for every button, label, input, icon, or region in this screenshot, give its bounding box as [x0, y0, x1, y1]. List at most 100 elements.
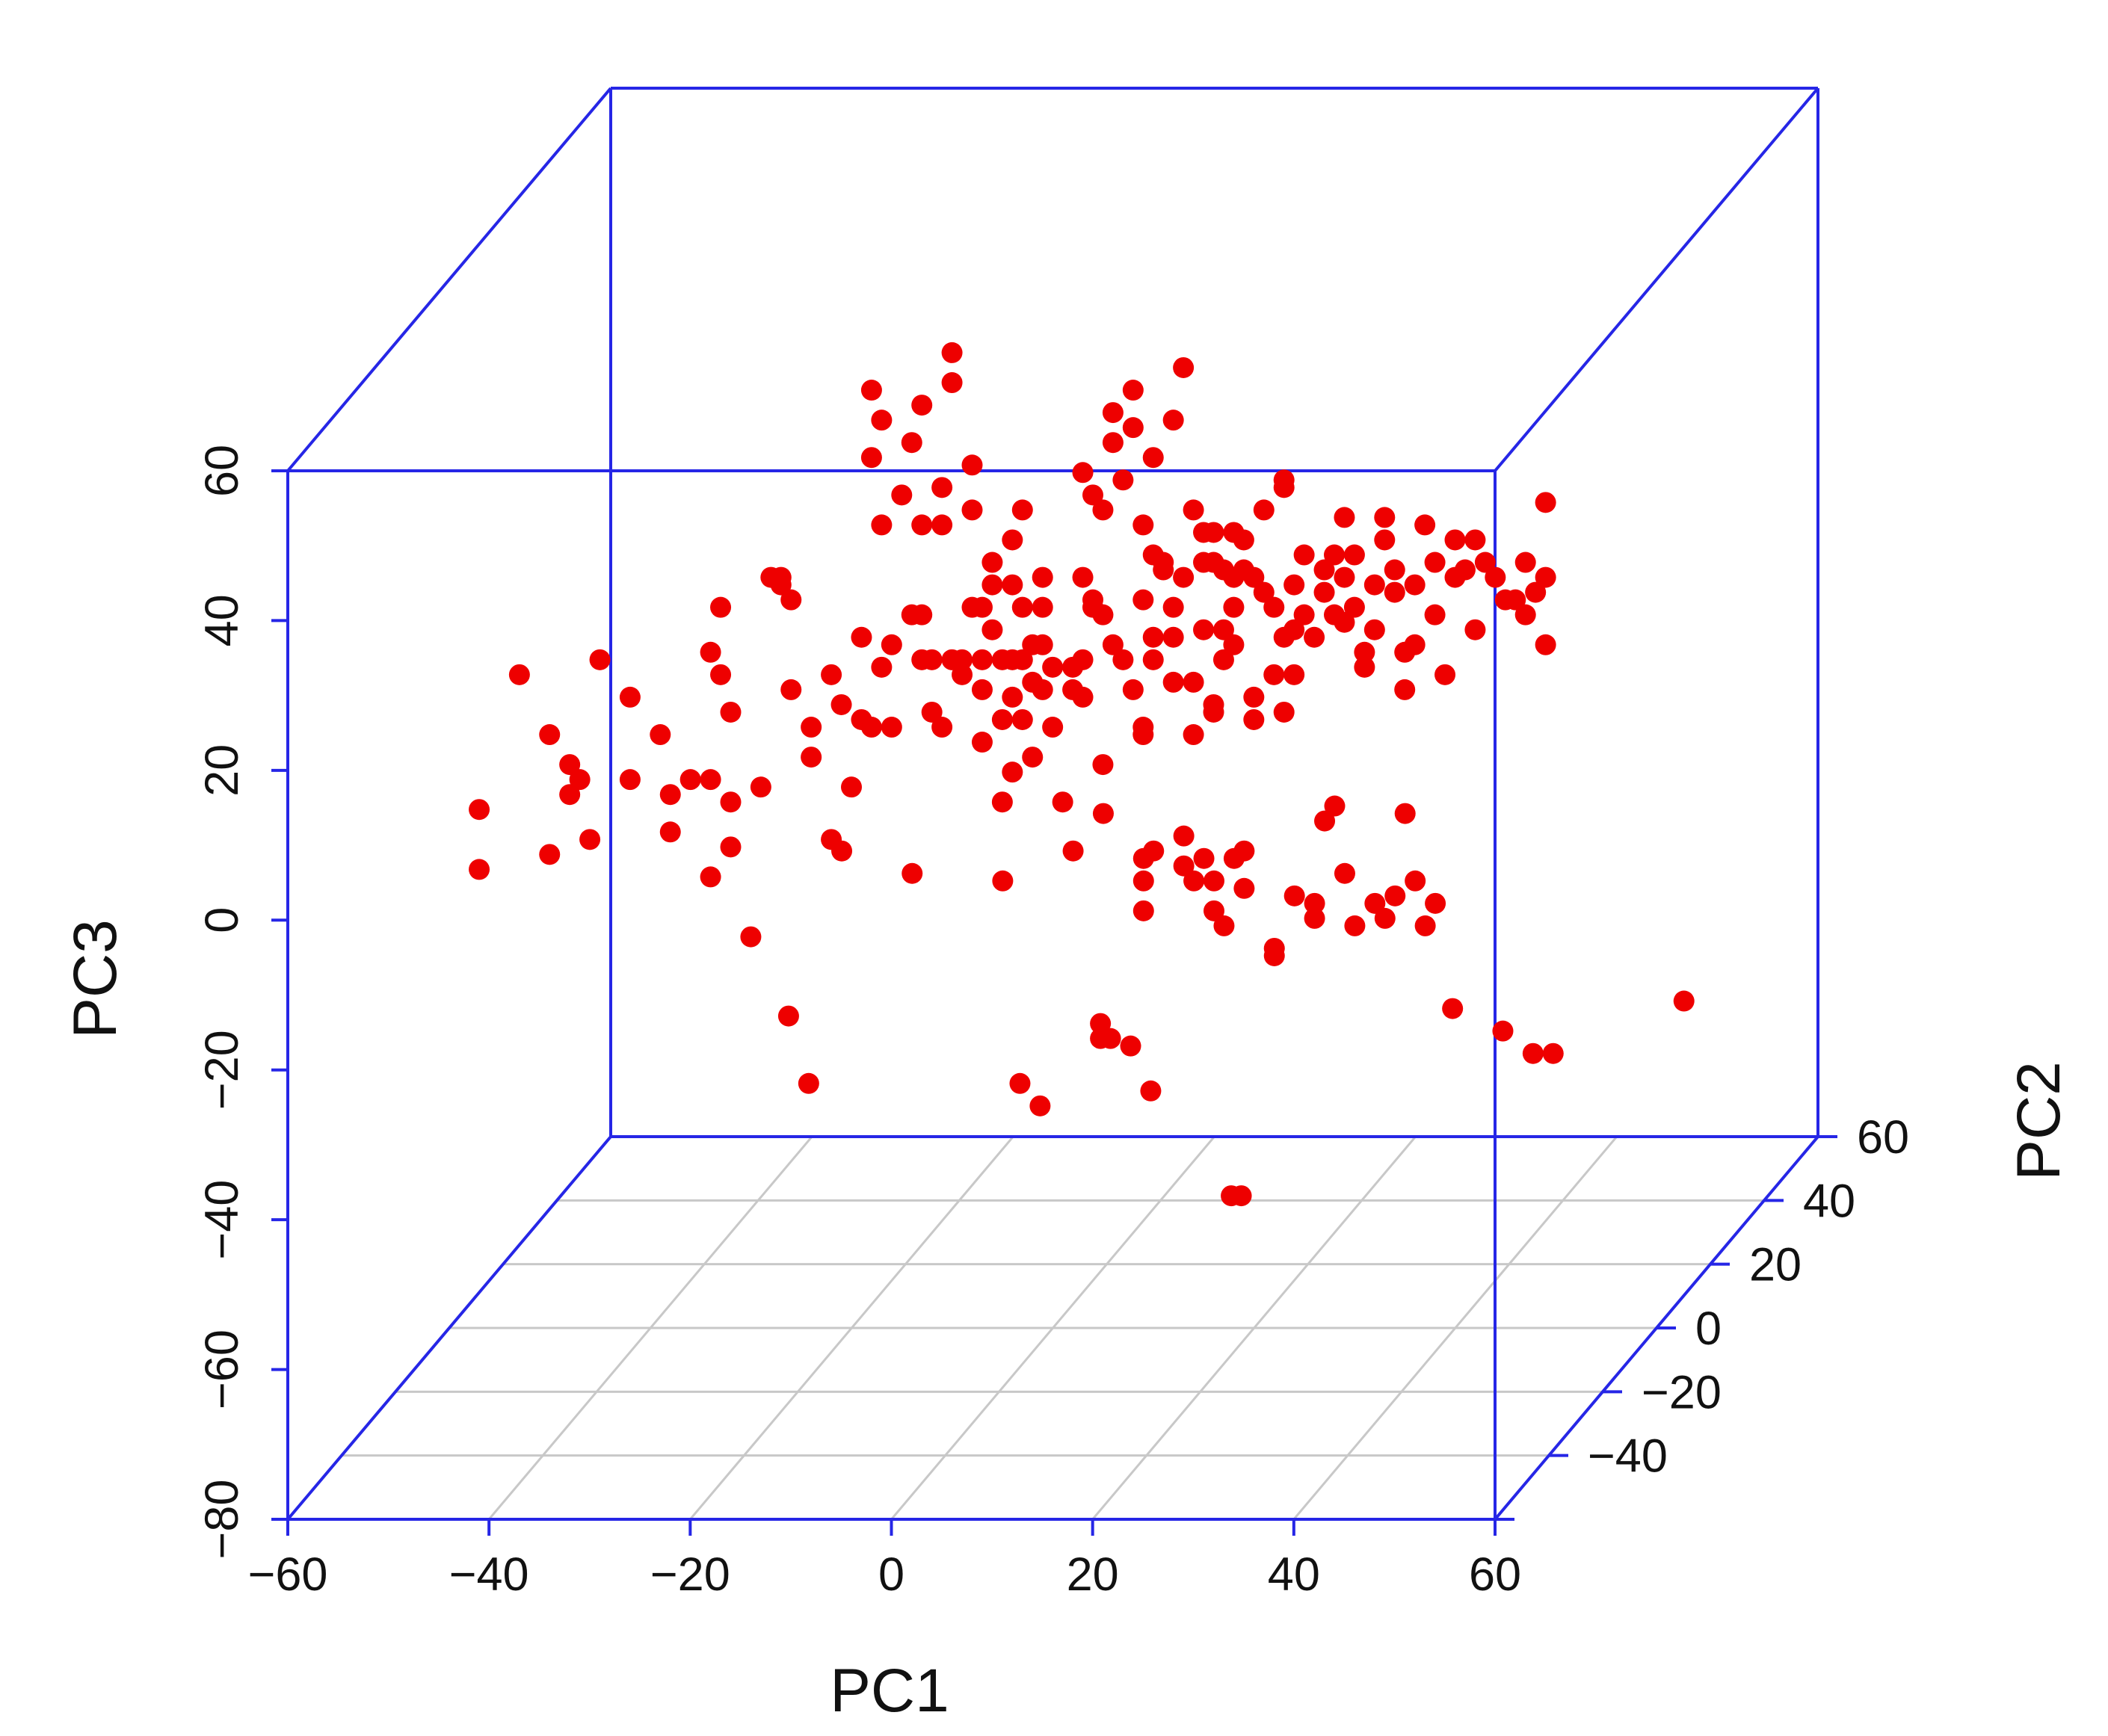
data-point — [1243, 708, 1265, 730]
data-point — [559, 784, 581, 806]
data-point — [1514, 604, 1536, 625]
z-tick-label: 0 — [196, 907, 248, 933]
z-tick-label: 20 — [196, 744, 248, 797]
data-point — [1162, 410, 1184, 431]
data-point — [1263, 945, 1285, 966]
data-point — [508, 664, 530, 685]
data-point — [1324, 795, 1346, 817]
data-point — [1042, 656, 1064, 678]
z-axis-title: PC3 — [61, 919, 129, 1039]
data-point — [961, 499, 983, 521]
data-point — [1283, 664, 1305, 685]
data-point — [941, 372, 963, 394]
data-point — [1213, 915, 1235, 936]
data-point — [1354, 656, 1375, 678]
data-point — [841, 776, 862, 798]
data-point — [971, 596, 993, 618]
data-point — [1173, 566, 1195, 588]
data-point — [1425, 892, 1446, 914]
data-point — [1283, 619, 1305, 640]
data-point — [619, 686, 641, 708]
data-point — [1304, 907, 1325, 929]
data-point — [1011, 596, 1033, 618]
data-point — [871, 656, 893, 678]
data-point — [1334, 507, 1355, 528]
data-point — [911, 604, 933, 625]
data-point — [1363, 574, 1385, 596]
data-point — [981, 574, 1003, 596]
data-point — [659, 821, 681, 843]
data-point — [589, 649, 611, 670]
data-point — [1082, 484, 1103, 506]
data-point — [1162, 626, 1184, 648]
data-point — [981, 552, 1003, 573]
data-point — [991, 791, 1013, 813]
data-point — [1142, 626, 1164, 648]
data-point — [881, 634, 902, 655]
data-point — [1384, 581, 1405, 603]
data-point — [1122, 417, 1144, 439]
data-point — [881, 717, 902, 738]
data-point — [1203, 522, 1224, 543]
data-point — [1424, 604, 1446, 625]
data-point — [1002, 574, 1023, 596]
data-point — [1313, 581, 1335, 603]
data-point — [941, 342, 963, 363]
data-point — [1112, 469, 1134, 491]
data-point — [1009, 1072, 1031, 1094]
data-point — [1212, 619, 1234, 640]
data-point — [801, 747, 822, 768]
depth-tick-label: 40 — [1803, 1175, 1855, 1227]
x-tick-label: 20 — [1067, 1548, 1119, 1601]
data-point — [1183, 724, 1204, 746]
data-point — [720, 836, 742, 858]
data-point — [1092, 754, 1114, 776]
data-point — [1122, 380, 1144, 401]
data-point — [1485, 566, 1506, 588]
data-point — [1090, 1013, 1112, 1034]
data-point — [971, 732, 993, 753]
data-point — [1283, 574, 1305, 596]
data-point — [851, 626, 872, 648]
data-point — [1535, 492, 1556, 513]
data-point — [1092, 499, 1114, 521]
data-point — [1334, 862, 1355, 884]
data-point — [1374, 507, 1396, 528]
data-point — [901, 432, 922, 454]
depth-tick-label: 0 — [1695, 1303, 1722, 1355]
data-point — [1011, 499, 1033, 521]
data-point — [1132, 589, 1154, 611]
y-axis-title: PC2 — [2005, 1061, 2073, 1181]
data-point — [1344, 915, 1366, 936]
data-point — [1173, 356, 1195, 378]
data-point — [1162, 596, 1184, 618]
data-point — [821, 664, 842, 685]
data-point — [1363, 619, 1385, 640]
data-point — [1233, 529, 1254, 551]
data-point — [1343, 596, 1365, 618]
data-point — [902, 862, 923, 884]
floor-grid — [342, 1136, 1764, 1520]
data-point — [1203, 701, 1224, 723]
depth-tick-label: −20 — [1642, 1366, 1722, 1418]
depth-tick-label: −40 — [1588, 1430, 1668, 1483]
data-point — [1132, 514, 1154, 536]
x-tick-label: −60 — [248, 1548, 328, 1601]
z-tick-label: 40 — [196, 594, 248, 646]
data-point — [469, 799, 490, 821]
data-point — [1343, 544, 1365, 566]
data-point — [1464, 619, 1486, 640]
data-point — [1384, 559, 1405, 581]
data-point — [1405, 870, 1426, 892]
data-point — [1364, 892, 1386, 914]
data-point — [860, 717, 882, 738]
data-point — [539, 844, 561, 865]
data-point — [1002, 686, 1023, 708]
data-point — [1233, 840, 1255, 862]
data-point — [1032, 596, 1053, 618]
z-tick-label: −80 — [196, 1480, 248, 1560]
x-tick-label: −40 — [449, 1548, 529, 1601]
data-point — [911, 395, 933, 416]
z-tick-label: −40 — [196, 1180, 248, 1260]
data-point — [1142, 649, 1164, 670]
